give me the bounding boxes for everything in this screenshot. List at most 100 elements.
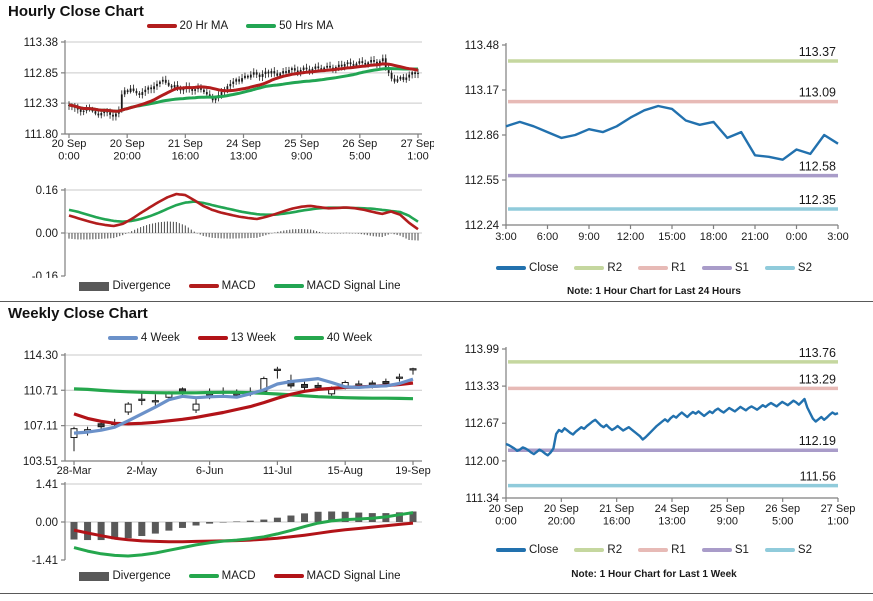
svg-text:113.29: 113.29	[799, 372, 836, 386]
legend-label: MACD	[221, 280, 256, 292]
svg-text:0:00: 0:00	[495, 516, 516, 528]
svg-text:26 Sep: 26 Sep	[342, 138, 377, 150]
bottom-divider	[0, 593, 873, 594]
legend-swatch	[188, 574, 219, 578]
legend-item-macd: MACD	[188, 280, 256, 292]
svg-text:16:00: 16:00	[603, 516, 631, 528]
legend-swatch	[701, 266, 732, 270]
svg-text:112.19: 112.19	[799, 434, 836, 448]
legend-item-close: Close	[496, 262, 558, 274]
legend-swatch	[293, 336, 324, 340]
svg-text:15-Aug: 15-Aug	[327, 465, 362, 477]
hourly-price-chart: 113.38 112.85 112.33 111.80 20 Sep 0:00 20 Sep…	[8, 33, 436, 180]
svg-text:27 Sep: 27 Sep	[401, 138, 434, 150]
svg-text:113.09: 113.09	[799, 86, 836, 100]
svg-text:-0.16: -0.16	[32, 271, 58, 278]
hourly-section-title: Hourly Close Chart	[8, 3, 144, 20]
legend-swatch	[701, 548, 732, 552]
legend-swatch	[638, 548, 669, 552]
legend-item-s2: S2	[764, 544, 812, 556]
legend-swatch	[79, 281, 110, 291]
svg-text:13:00: 13:00	[230, 151, 258, 163]
legend-label: Divergence	[112, 280, 171, 292]
svg-text:111.56: 111.56	[800, 470, 836, 484]
svg-text:113.99: 113.99	[465, 344, 499, 356]
svg-text:113.17: 113.17	[465, 85, 499, 97]
svg-text:11-Jul: 11-Jul	[263, 465, 292, 477]
legend-label: S2	[797, 544, 812, 556]
legend-item-s2: S2	[764, 262, 812, 274]
legend-item-macd: MACD	[188, 570, 256, 582]
legend-label: S1	[734, 262, 749, 274]
legend-swatch	[496, 548, 527, 552]
svg-text:112.35: 112.35	[799, 193, 836, 207]
legend-swatch	[246, 24, 277, 28]
svg-text:5:00: 5:00	[349, 151, 370, 163]
legend-item-s1: S1	[701, 262, 749, 274]
svg-text:15:00: 15:00	[658, 231, 686, 243]
svg-text:1:00: 1:00	[827, 516, 848, 528]
svg-text:114.30: 114.30	[24, 350, 58, 362]
svg-text:6-Jun: 6-Jun	[196, 465, 224, 477]
legend-swatch	[764, 548, 795, 552]
svg-text:20 Sep: 20 Sep	[52, 138, 87, 150]
svg-text:16:00: 16:00	[172, 151, 200, 163]
legend-item-r2: R2	[574, 262, 622, 274]
legend-item-divergence: Divergence	[79, 570, 171, 582]
weekly-section-title: Weekly Close Chart	[8, 305, 148, 322]
svg-text:9:00: 9:00	[291, 151, 312, 163]
svg-text:113.76: 113.76	[799, 346, 836, 360]
svg-text:20:00: 20:00	[548, 516, 576, 528]
svg-text:20 Sep: 20 Sep	[489, 503, 524, 515]
svg-text:103.51: 103.51	[23, 456, 58, 468]
svg-text:12:00: 12:00	[617, 231, 645, 243]
svg-text:111.34: 111.34	[466, 493, 500, 505]
legend-label: 13 Week	[230, 332, 276, 344]
svg-text:21 Sep: 21 Sep	[168, 138, 203, 150]
legend-label: R2	[607, 544, 623, 556]
svg-text:5:00: 5:00	[772, 516, 793, 528]
svg-text:112.86: 112.86	[465, 130, 499, 142]
hourly-macd-legend: Divergence MACD MACD Signal Line	[40, 280, 440, 292]
svg-text:110.71: 110.71	[24, 385, 58, 397]
svg-text:0.00: 0.00	[36, 517, 58, 529]
weekly-price-chart: 114.30 110.71 107.11 103.51 28-Mar 2-May 6-Jun…	[8, 346, 434, 487]
weekly-price-legend: 4 Week 13 Week 40 Week	[40, 332, 440, 344]
svg-text:113.38: 113.38	[24, 37, 58, 49]
svg-text:24 Sep: 24 Sep	[226, 138, 261, 150]
pivot-1wk-legend: Close R2 R1 S1 S2	[440, 544, 868, 556]
legend-swatch	[79, 571, 110, 581]
legend-item-40-week: 40 Week	[293, 332, 373, 344]
pivot-24h-note: Note: 1 Hour Chart for Last 24 Hours	[567, 286, 741, 297]
legend-swatch	[764, 266, 795, 270]
pivot-24h-legend: Close R2 R1 S1 S2	[440, 262, 868, 274]
svg-text:21:00: 21:00	[741, 231, 769, 243]
section-divider	[0, 301, 873, 302]
legend-item-r1: R1	[638, 544, 686, 556]
svg-text:1.41: 1.41	[36, 479, 58, 491]
svg-text:9:00: 9:00	[717, 516, 738, 528]
svg-text:0.16: 0.16	[36, 185, 58, 197]
legend-swatch	[273, 284, 304, 288]
legend-label: R2	[607, 262, 623, 274]
svg-text:9:00: 9:00	[578, 231, 599, 243]
pivot-1wk-note: Note: 1 Hour Chart for Last 1 Week	[571, 569, 737, 580]
svg-text:19-Sep: 19-Sep	[395, 465, 430, 477]
svg-text:107.11: 107.11	[24, 421, 58, 433]
legend-swatch	[574, 548, 605, 552]
svg-text:20 Sep: 20 Sep	[544, 503, 579, 515]
legend-label: 40 Week	[326, 332, 373, 344]
legend-label: 50 Hrs MA	[279, 20, 334, 32]
legend-item-s1: S1	[701, 544, 749, 556]
legend-label: Close	[529, 262, 559, 274]
pivot-24h-chart: 113.48 113.17 112.86 112.55 112.24 3:00 6:00 9:…	[436, 28, 870, 265]
svg-text:0:00: 0:00	[58, 151, 79, 163]
svg-text:111.80: 111.80	[25, 129, 58, 141]
legend-label: R1	[671, 544, 686, 556]
svg-text:113.48: 113.48	[465, 40, 499, 52]
legend-item-50-hrs-ma: 50 Hrs MA	[246, 20, 333, 32]
legend-item-r1: R1	[638, 262, 686, 274]
svg-text:13:00: 13:00	[658, 516, 686, 528]
legend-label: 4 Week	[140, 332, 180, 344]
